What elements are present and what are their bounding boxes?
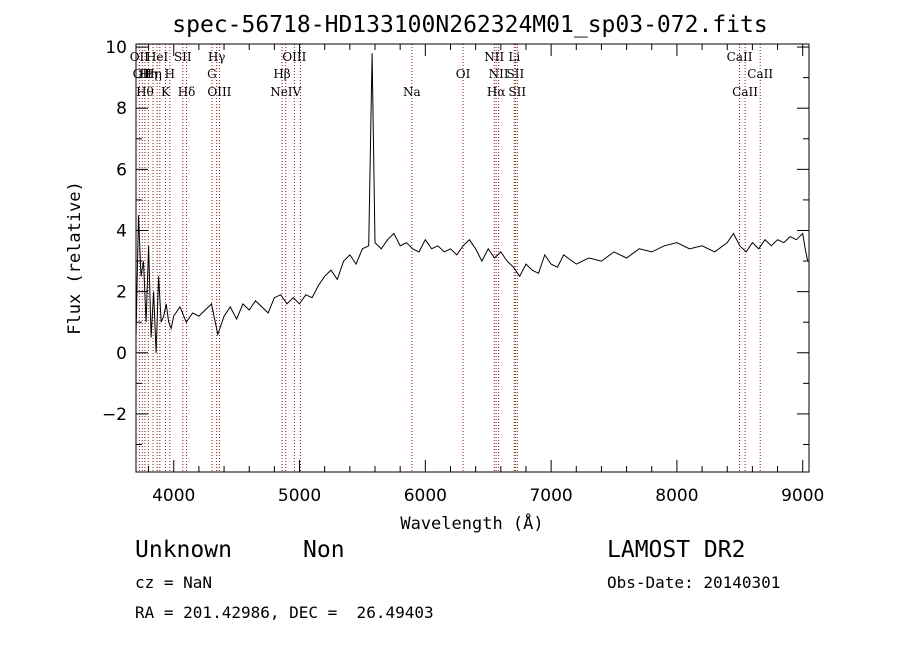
y-axis-ticks: −2 0 2 4 6 8 10: [102, 38, 809, 445]
y-tick-label: −2: [102, 405, 127, 425]
line-label: K: [161, 85, 171, 99]
line-label: G: [207, 67, 217, 81]
x-tick-label: 4000: [152, 486, 195, 506]
x-tick-label: 5000: [278, 486, 321, 506]
line-label: NII: [489, 67, 509, 81]
line-label: Li: [508, 50, 520, 64]
line-label: Hη: [139, 67, 157, 81]
obs-date: Obs-Date: 20140301: [607, 573, 781, 592]
y-tick-label: 8: [116, 99, 127, 119]
y-axis-label: Flux (relative): [65, 181, 85, 335]
x-axis-label: Wavelength (Å): [400, 512, 543, 534]
line-label: Hθ: [136, 85, 154, 99]
line-label: Na: [403, 85, 421, 99]
line-label: SII: [508, 85, 526, 99]
line-label: HeI: [146, 50, 169, 64]
line-label: CaII: [727, 50, 753, 64]
x-tick-label: 6000: [404, 486, 447, 506]
y-tick-label: 0: [116, 344, 127, 364]
line-label: NeIV: [270, 85, 301, 99]
y-tick-label: 6: [116, 160, 127, 180]
line-label: OI: [456, 67, 471, 81]
line-label: OII: [130, 50, 150, 64]
line-label: OIII: [282, 50, 306, 64]
y-tick-label: 2: [116, 283, 127, 303]
x-tick-label: 8000: [655, 486, 698, 506]
emission-line-labels: OIIOIIHθHηHηHeIKHSIIHδGHγOIIIHβNeIVOIIIN…: [130, 50, 774, 99]
coordinates: RA = 201.42986, DEC = 26.49403: [135, 603, 434, 622]
object-class: Unknown: [135, 537, 232, 563]
line-label: H: [165, 67, 175, 81]
y-tick-label: 4: [116, 221, 127, 241]
plot-frame: [135, 43, 810, 473]
line-label: CaII: [732, 85, 758, 99]
line-label: SII: [507, 67, 525, 81]
redshift-value: cz = NaN: [135, 573, 213, 592]
survey-name: LAMOST DR2: [607, 537, 746, 563]
x-tick-label: 7000: [529, 486, 572, 506]
line-label: Hη: [144, 67, 162, 81]
emission-line-markers: [138, 44, 761, 472]
line-label: Hβ: [273, 67, 290, 81]
line-label: SII: [174, 50, 192, 64]
line-label: OIII: [207, 85, 231, 99]
line-label: Hγ: [208, 50, 226, 64]
object-subclass: Non: [303, 537, 345, 563]
x-axis-ticks: 4000 5000 6000 7000 8000 9000: [148, 44, 824, 506]
line-label: NII: [484, 50, 504, 64]
chart-title: spec-56718-HD133100N262324M01_sp03-072.f…: [172, 12, 767, 38]
x-tick-label: 9000: [781, 486, 824, 506]
line-label: CaII: [747, 67, 773, 81]
spectrum-line: [135, 53, 809, 353]
line-label: Hδ: [178, 85, 196, 99]
y-tick-label: 10: [105, 38, 127, 58]
line-label: Hα: [487, 85, 506, 99]
